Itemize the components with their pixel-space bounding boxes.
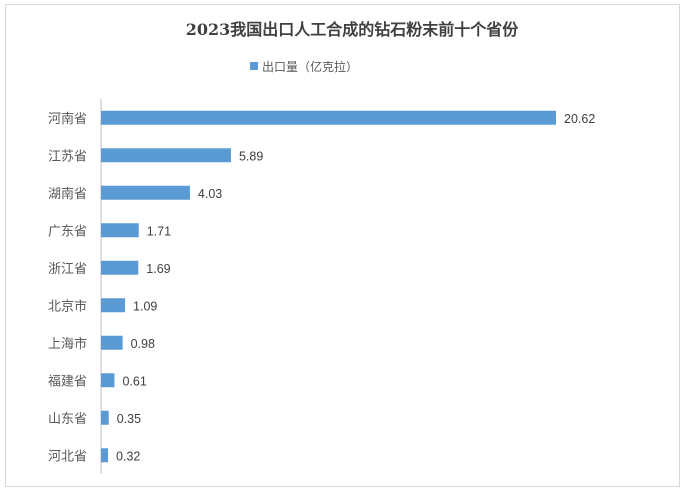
bar-6 [101,298,126,313]
category-label-8: 福建省 [48,374,87,389]
category-label-5: 浙江省 [48,262,87,277]
category-label-7: 上海市 [48,336,87,352]
bar-1 [101,110,556,125]
bar-5 [101,260,139,275]
bar-2 [101,148,231,163]
category-label-2: 江苏省 [48,148,87,164]
value-label-5: 1.69 [146,262,170,276]
legend-label: 出口量（亿克拉） [262,59,358,74]
chart-title: 2023我国出口人工合成的钻石粉末前十个省份 [186,20,520,39]
category-label-3: 湖南省 [48,186,87,202]
value-labels: 20.62 5.89 4.03 1.71 1.69 1.09 0.98 0.61 0.35 0.3… [116,112,595,464]
value-label-4: 1.71 [147,224,171,238]
chart-frame [5,4,680,487]
bar-8 [101,373,115,388]
category-label-4: 广东省 [48,224,87,239]
category-label-1: 河南省 [48,111,87,127]
value-label-1: 20.62 [564,112,595,126]
bar-10 [101,448,109,463]
legend-swatch [250,62,258,70]
bar-4 [101,223,139,238]
legend: 出口量（亿克拉） [250,59,358,74]
value-label-3: 4.03 [198,187,222,201]
value-label-10: 0.32 [116,449,140,463]
bars-group [101,110,556,463]
bar-9 [101,410,109,425]
value-label-9: 0.35 [117,412,141,426]
value-label-8: 0.61 [122,374,146,388]
category-label-9: 山东省 [48,412,87,427]
value-label-7: 0.98 [131,337,155,351]
value-label-6: 1.09 [133,299,157,313]
bar-7 [101,335,123,350]
category-label-6: 北京市 [48,298,87,314]
value-label-2: 5.89 [239,149,263,163]
bar-3 [101,185,190,200]
category-label-10: 河北省 [48,449,87,464]
